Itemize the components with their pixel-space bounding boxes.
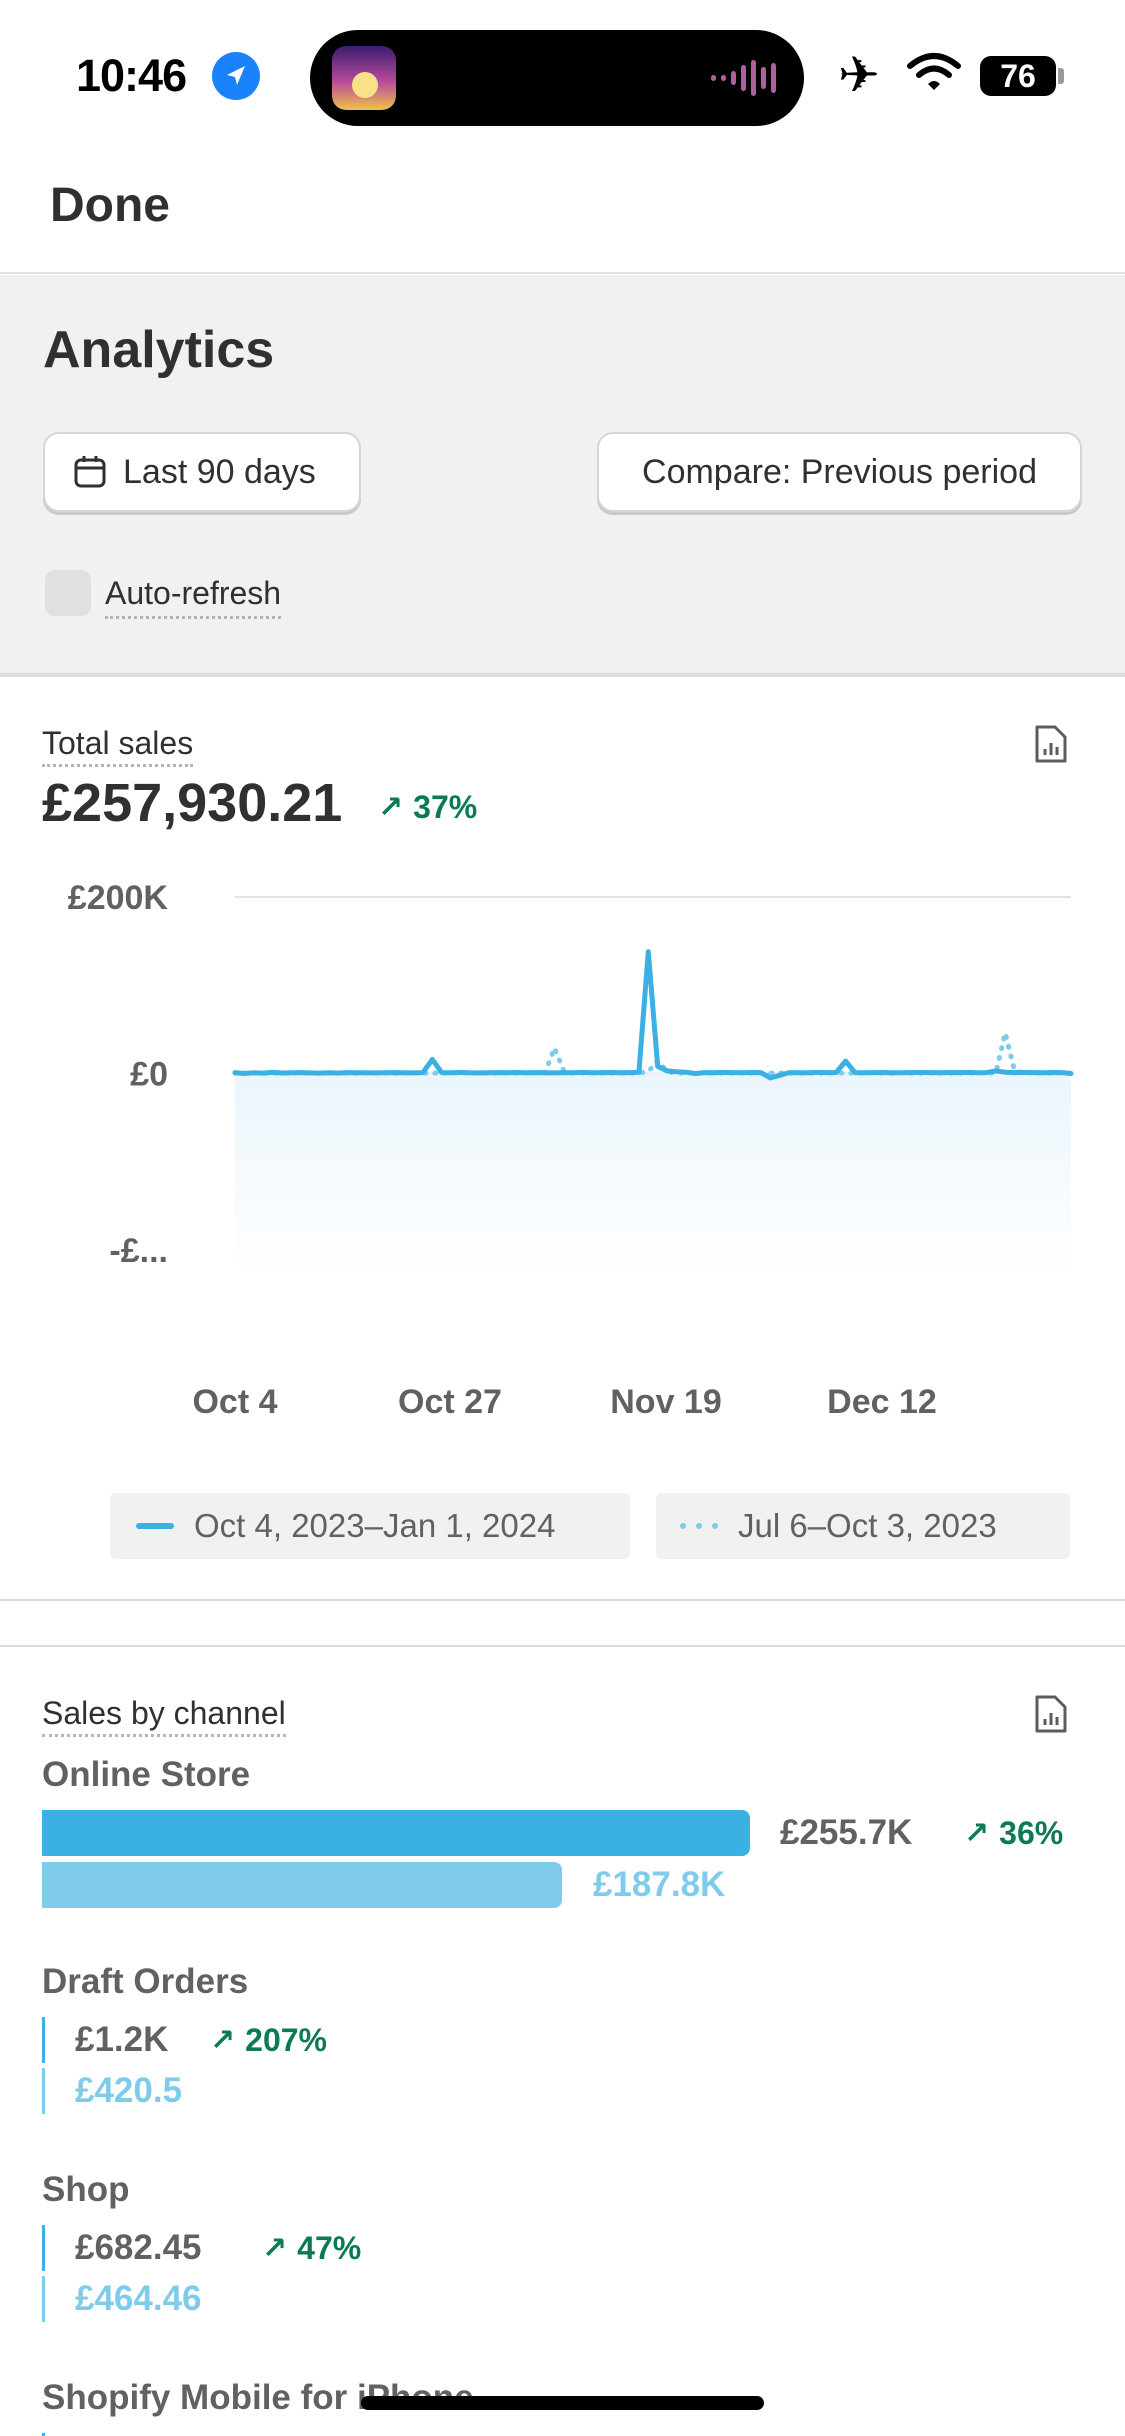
battery-icon: 76 <box>980 56 1056 96</box>
x-tick-label: Oct 27 <box>398 1383 502 1421</box>
channel-current-value: £255.7K <box>780 1813 913 1852</box>
channel-delta: ↗ 207% <box>210 2022 327 2059</box>
home-indicator[interactable] <box>361 2396 764 2410</box>
solid-line-swatch <box>136 1523 174 1529</box>
total-sales-label[interactable]: Total sales <box>42 725 194 767</box>
legend-previous[interactable]: Jul 6–Oct 3, 2023 <box>656 1493 1070 1559</box>
channel-name-shop: Shop <box>42 2170 130 2209</box>
channel-bar-current[interactable] <box>42 2017 45 2063</box>
channel-bar-current[interactable] <box>42 1810 750 1856</box>
sales-by-channel-label[interactable]: Sales by channel <box>42 1695 286 1737</box>
channel-name-draft-orders: Draft Orders <box>42 1962 249 2001</box>
trend-up-icon: ↗ <box>262 2232 288 2265</box>
calendar-icon <box>74 456 106 488</box>
nav-bar: Done <box>0 150 1125 274</box>
area-fill <box>235 1073 1071 1274</box>
trend-up-icon: ↗ <box>210 2024 236 2057</box>
y-tick-label: -£... <box>109 1232 168 1270</box>
legend-current[interactable]: Oct 4, 2023–Jan 1, 2024 <box>110 1493 630 1559</box>
total-sales-card: Total sales £257,930.21 ↗ 37% £200K £0 -£.… <box>0 675 1125 1601</box>
trend-up-icon: ↗ <box>378 791 404 824</box>
total-sales-delta-value: 37% <box>413 789 478 825</box>
dotted-line-swatch <box>680 1523 718 1529</box>
channel-current-value: £682.45 <box>75 2228 202 2267</box>
auto-refresh-checkbox[interactable] <box>45 570 91 616</box>
auto-refresh-label: Auto-refresh <box>105 575 282 619</box>
trend-up-icon: ↗ <box>964 1817 990 1850</box>
total-sales-value: £257,930.21 <box>42 773 343 833</box>
x-tick-label: Oct 4 <box>192 1383 277 1421</box>
channel-bar-current[interactable] <box>42 2433 45 2436</box>
channel-delta-value: 47% <box>297 2230 362 2266</box>
channel-delta: ↗ 36% <box>964 1815 1063 1852</box>
channel-bar-previous[interactable] <box>42 1862 562 1908</box>
dynamic-island <box>310 30 804 126</box>
compare-button[interactable]: Compare: Previous period <box>597 432 1082 512</box>
channel-delta-value: 36% <box>999 1815 1064 1851</box>
channel-bar-previous[interactable] <box>42 2276 45 2322</box>
analytics-header: Analytics Last 90 days Compare: Previous… <box>0 275 1125 675</box>
date-range-button[interactable]: Last 90 days <box>43 432 361 512</box>
status-bar: 10:46 ✈ 76 <box>0 0 1125 150</box>
total-sales-chart[interactable]: £200K £0 -£... Oct 4 Oct 27 Nov 19 Dec 12 <box>0 847 1125 1447</box>
legend-current-label: Oct 4, 2023–Jan 1, 2024 <box>194 1507 556 1544</box>
legend-previous-label: Jul 6–Oct 3, 2023 <box>738 1507 997 1544</box>
channel-previous-value: £464.46 <box>75 2279 202 2318</box>
done-button[interactable]: Done <box>50 179 170 232</box>
location-arrow-icon <box>212 52 260 100</box>
wifi-icon <box>906 52 962 99</box>
export-report-icon[interactable] <box>1033 723 1069 765</box>
now-playing-artwork <box>332 46 396 110</box>
export-report-icon[interactable] <box>1033 1693 1069 1735</box>
battery-nub <box>1058 68 1064 84</box>
total-sales-delta: ↗ 37% <box>378 789 477 826</box>
x-tick-label: Dec 12 <box>827 1383 937 1421</box>
channel-delta-value: 207% <box>245 2022 327 2058</box>
channel-bar-current[interactable] <box>42 2225 45 2271</box>
sales-by-channel-card: Sales by channel Online Store £255.7K ↗ … <box>0 1645 1125 2436</box>
y-tick-label: £0 <box>130 1056 168 1094</box>
page-title: Analytics <box>43 321 275 379</box>
airplane-icon: ✈ <box>838 47 880 103</box>
channel-current-value: £1.2K <box>75 2020 169 2059</box>
date-range-label: Last 90 days <box>123 452 316 491</box>
x-tick-label: Nov 19 <box>610 1383 722 1421</box>
channel-previous-value: £187.8K <box>593 1865 726 1904</box>
y-tick-label: £200K <box>68 879 169 917</box>
audio-waveform-icon <box>711 60 776 96</box>
channel-bar-previous[interactable] <box>42 2068 45 2114</box>
channel-name-online-store: Online Store <box>42 1755 251 1794</box>
status-time: 10:46 <box>76 50 187 101</box>
channel-previous-value: £420.5 <box>75 2071 183 2110</box>
series-line-current[interactable] <box>232 949 1074 1081</box>
channel-delta: ↗ 47% <box>262 2230 361 2267</box>
